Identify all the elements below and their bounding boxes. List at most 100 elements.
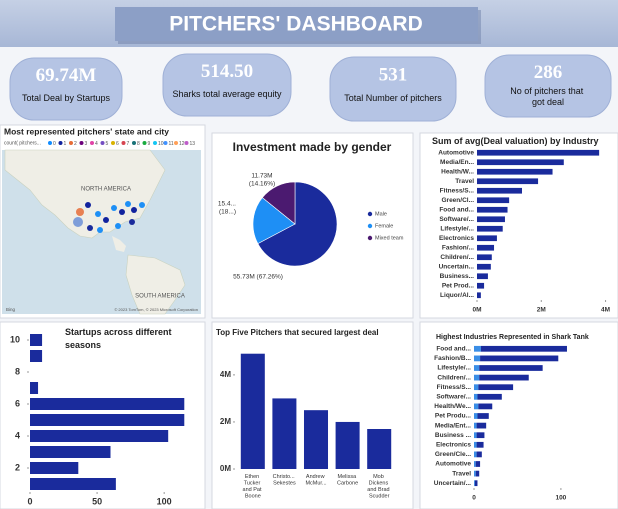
dashboard-title: PITCHERS' DASHBOARD: [169, 13, 423, 36]
chart-panel: [419, 321, 618, 509]
bar: [30, 414, 185, 426]
legend-label: 13: [190, 141, 196, 147]
y-tick-label: Software/...: [439, 216, 474, 223]
bar: [30, 398, 185, 410]
bar: [477, 216, 505, 223]
x-tick-label: Ethen Tucker and Pat Boone: [243, 474, 264, 500]
data-label: (14.16%): [249, 181, 275, 188]
legend-label: 1: [64, 141, 67, 147]
x-tick-label: Melissa Carbone: [337, 474, 358, 487]
data-label: 11.73M: [251, 173, 272, 180]
legend-swatch: [367, 223, 373, 229]
bar: [474, 365, 480, 371]
x-tick-label: 0: [27, 496, 32, 506]
legend-label: 2: [74, 141, 77, 147]
y-tick-label: Business ...: [435, 432, 471, 439]
bar: [477, 292, 481, 299]
bar: [30, 430, 169, 442]
bar: [30, 382, 39, 394]
bar: [240, 353, 265, 469]
legend-swatch: [90, 141, 94, 145]
bar: [30, 350, 43, 362]
y-tick-label: Electronics: [439, 235, 474, 242]
bar: [477, 244, 495, 251]
y-tick-label: Uncertain...: [439, 263, 475, 270]
bar: [474, 413, 478, 419]
y-tick-label: 2M: [220, 417, 231, 426]
y-tick-label: Travel: [452, 470, 471, 477]
bar: [474, 480, 475, 487]
bar: [303, 410, 329, 469]
y-tick-label: Green/Cle...: [435, 451, 471, 458]
chart-title: Highest Industries Represented in Shark …: [436, 334, 589, 341]
bar: [477, 254, 492, 261]
bar: [477, 178, 539, 185]
kpi-card: [162, 53, 292, 117]
data-label: (18...): [219, 209, 236, 216]
y-tick-label: 4: [15, 430, 20, 440]
y-tick-label: Fitness/S...: [440, 187, 475, 194]
legend-label: 7: [127, 141, 130, 147]
map-land-south: [125, 254, 186, 315]
kpi-card: [9, 57, 123, 121]
y-tick-label: Media/En...: [440, 159, 474, 166]
legend-label: 4: [95, 141, 98, 147]
pie-slice: [252, 197, 296, 245]
y-tick-label: 8: [15, 366, 20, 376]
legend-swatch: [367, 235, 373, 241]
bar: [474, 384, 479, 391]
bar: [335, 421, 360, 469]
legend-swatch: [153, 141, 157, 145]
data-label: 15.4...: [218, 201, 236, 208]
legend-swatch: [174, 141, 178, 145]
map-title: Most represented pitchers' state and cit…: [4, 126, 169, 136]
bar: [477, 168, 553, 175]
bar: [474, 393, 478, 400]
kpi-label: Total Number of pitchers: [344, 94, 442, 104]
chart-title: Startups across different seasons: [65, 327, 174, 350]
y-tick-label: Health/We...: [434, 403, 471, 410]
bar: [474, 470, 476, 477]
bar: [480, 355, 559, 362]
legend-label: Male: [375, 211, 387, 217]
legend-swatch: [367, 211, 373, 217]
bar: [474, 374, 480, 381]
x-tick-label: 100: [157, 496, 172, 506]
bar: [476, 441, 484, 448]
legend-label: 6: [116, 141, 119, 147]
map-bubbles: [73, 201, 145, 233]
bar: [477, 413, 489, 419]
chart-title: Sum of avg(Deal valuation) by Industry: [432, 136, 599, 146]
bar: [476, 422, 487, 429]
legend-swatch: [69, 141, 73, 145]
bar: [474, 422, 477, 429]
y-tick-label: Business...: [440, 273, 475, 280]
bar: [474, 432, 477, 439]
bar: [474, 480, 478, 487]
kpi-label: No of pitchers that got deal: [510, 87, 586, 108]
bar: [479, 365, 543, 371]
y-tick-label: Food and...: [439, 206, 474, 213]
data-label: 55.73M (67.26%): [233, 274, 283, 281]
bar: [474, 355, 481, 362]
bar: [30, 478, 116, 490]
legend-label: 3: [85, 141, 88, 147]
kpi-value: 514.50: [201, 61, 253, 82]
kpi-value: 531: [379, 65, 408, 86]
x-tick-label: 0: [472, 495, 476, 502]
y-tick-label: Green/Cl...: [441, 197, 474, 204]
x-tick-label: 100: [555, 495, 566, 502]
legend-swatch: [142, 141, 147, 145]
y-tick-label: 4M: [220, 370, 231, 379]
y-tick-label: Uncertain/...: [434, 480, 471, 487]
bar: [477, 393, 502, 400]
y-tick-label: Liquor/Al...: [440, 292, 474, 299]
bar: [367, 429, 392, 469]
y-tick-label: Travel: [455, 178, 474, 185]
bar: [477, 282, 485, 289]
bar: [475, 470, 480, 477]
bar: [30, 462, 79, 474]
legend-label: 12: [179, 141, 185, 147]
x-tick-label: 0M: [472, 307, 481, 314]
